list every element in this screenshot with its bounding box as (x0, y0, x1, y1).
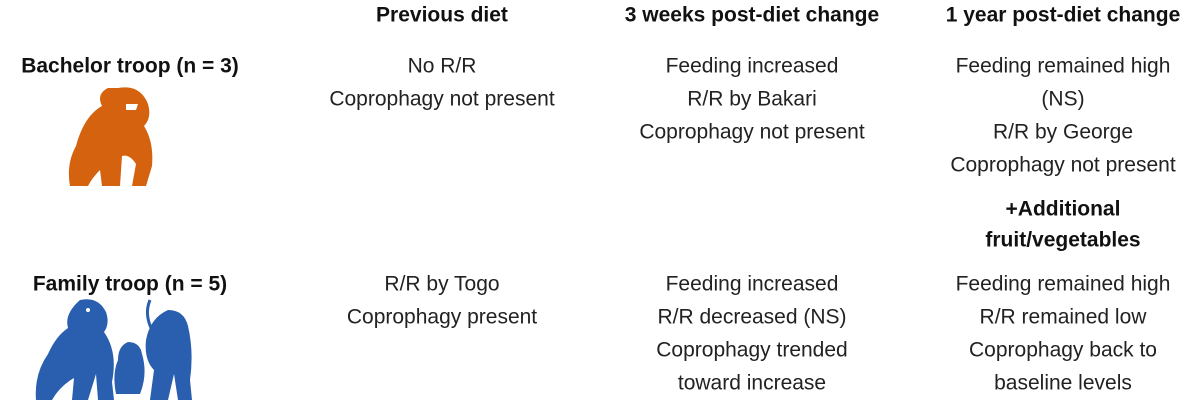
bachelor-gorilla-icon (68, 87, 153, 186)
cell-line: baseline levels (994, 372, 1132, 395)
note-line: fruit/vegetables (985, 229, 1140, 252)
table: Previous diet 3 weeks post-diet change 1 y… (21, 4, 1180, 395)
cell-line: Coprophagy not present (639, 121, 864, 144)
cell-line: R/R by Togo (384, 273, 499, 296)
cell-line: R/R remained low (980, 306, 1148, 329)
cell-line: Coprophagy not present (329, 88, 554, 111)
cell-line: Feeding remained high (956, 55, 1171, 78)
cell-line: R/R decreased (NS) (657, 306, 846, 329)
column-header: 1 year post-diet change (946, 4, 1181, 27)
cell-line: Coprophagy trended (656, 339, 847, 362)
note-line: +Additional (1006, 198, 1121, 221)
cell-line: Feeding remained high (956, 273, 1171, 296)
cell-line: Coprophagy back to (969, 339, 1157, 362)
cell-line: Coprophagy not present (950, 154, 1175, 177)
column-header: 3 weeks post-diet change (625, 4, 879, 27)
cell-line: toward increase (678, 372, 826, 395)
cell-line: R/R by George (993, 121, 1133, 144)
cell-line: R/R by Bakari (687, 88, 817, 111)
cell-line: No R/R (408, 55, 477, 78)
family-gorilla-icon (35, 299, 192, 400)
cell-line: Coprophagy present (347, 306, 537, 329)
row-label: Family troop (n = 5) (33, 273, 227, 296)
column-header: Previous diet (376, 4, 508, 27)
cell-line: (NS) (1041, 88, 1084, 111)
cell-line: Feeding increased (666, 55, 839, 78)
cell-line: Feeding increased (666, 273, 839, 296)
row-label: Bachelor troop (n = 3) (21, 55, 239, 78)
